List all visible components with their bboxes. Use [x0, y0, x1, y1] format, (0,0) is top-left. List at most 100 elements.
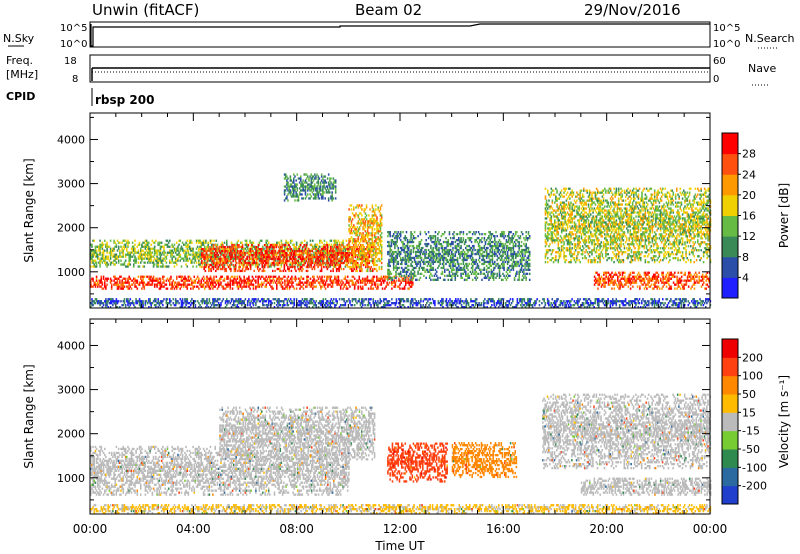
power-cell: [368, 261, 371, 265]
power-cell: [494, 235, 496, 238]
power-cell: [94, 251, 97, 254]
power-cell: [173, 255, 176, 258]
power-cell: [104, 285, 106, 288]
power-cell: [206, 283, 208, 286]
power-cell: [171, 287, 173, 290]
power-cell: [102, 251, 105, 254]
power-cell: [360, 254, 362, 257]
power-cell: [395, 231, 397, 234]
power-cell: [108, 245, 111, 248]
power-cell: [147, 247, 149, 250]
power-cell: [477, 242, 480, 246]
power-cell: [207, 243, 209, 246]
power-cell: [92, 259, 94, 262]
power-cell: [156, 261, 158, 264]
power-cell: [216, 257, 218, 261]
power-cell: [152, 263, 155, 266]
power-cell: [193, 285, 196, 288]
power-cell: [202, 283, 205, 286]
power-cell: [350, 208, 353, 211]
power-cell: [245, 241, 248, 244]
power-cell: [487, 274, 489, 277]
power-cell: [204, 261, 207, 265]
power-cell: [134, 249, 136, 252]
power-cell: [262, 245, 264, 248]
power-cell: [380, 232, 383, 235]
power-cell: [212, 255, 214, 258]
power-cell: [309, 239, 312, 242]
power-cell: [105, 287, 107, 290]
power-cell: [503, 231, 505, 234]
power-cell: [277, 277, 279, 280]
power-cell: [467, 256, 469, 260]
power-cell: [410, 285, 413, 288]
power-cell: [291, 277, 293, 280]
power-cell: [192, 265, 194, 268]
power-cell: [378, 246, 381, 249]
power-cell: [242, 263, 245, 267]
power-cell: [172, 279, 175, 282]
power-cell: [160, 265, 163, 268]
power-cell: [388, 242, 390, 246]
power-cell: [163, 251, 165, 254]
power-cell: [331, 281, 334, 284]
power-cell: [489, 262, 491, 266]
power-cell: [142, 265, 144, 268]
power-cell: [230, 248, 232, 251]
power-cell: [150, 279, 152, 282]
power-cell: [259, 277, 262, 280]
power-cell: [138, 253, 141, 256]
power-cell: [248, 275, 250, 278]
power-cell: [373, 244, 376, 247]
power-cell: [151, 261, 154, 264]
power-cell: [306, 279, 308, 282]
power-cell: [380, 214, 383, 217]
power-cell: [297, 259, 300, 263]
power-cell: [475, 260, 477, 264]
power-cell: [405, 262, 408, 266]
power-cell: [403, 285, 406, 288]
power-cell: [356, 250, 359, 253]
power-cell: [144, 251, 147, 254]
power-cell: [188, 241, 191, 244]
power-cell: [339, 246, 341, 249]
power-cell: [115, 245, 118, 248]
power-cell: [335, 277, 337, 280]
power-cell: [477, 237, 480, 240]
power-cell: [191, 261, 193, 264]
power-cell: [510, 231, 512, 234]
power-cell: [174, 247, 177, 250]
power-cell: [116, 257, 119, 260]
power-cell: [366, 281, 369, 284]
power-cell: [389, 235, 391, 238]
power-cell: [167, 279, 170, 282]
power-cell: [349, 218, 352, 221]
power-cell: [282, 261, 285, 265]
power-cell: [512, 258, 515, 262]
power-cell: [201, 283, 204, 286]
power-cell: [281, 277, 284, 280]
power-cell: [402, 231, 404, 234]
power-cell: [413, 258, 416, 262]
power-cell: [140, 253, 142, 256]
power-cell: [480, 268, 482, 271]
power-cell: [372, 224, 375, 227]
power-cell: [188, 257, 191, 260]
power-cell: [217, 281, 220, 284]
power-cell: [209, 283, 212, 286]
power-cell: [251, 279, 254, 282]
power-cell: [102, 259, 105, 262]
power-cell: [505, 274, 508, 277]
power-cell: [337, 277, 340, 280]
power-cell: [348, 244, 350, 247]
power-cell: [109, 251, 112, 254]
power-cell: [166, 277, 169, 280]
power-cell: [121, 247, 123, 250]
power-cell: [150, 257, 152, 260]
power-cell: [110, 279, 113, 282]
power-cell: [156, 251, 158, 254]
power-cell: [356, 261, 359, 265]
power-cell: [138, 281, 141, 284]
power-cell: [377, 277, 379, 280]
power-cell: [152, 275, 155, 278]
